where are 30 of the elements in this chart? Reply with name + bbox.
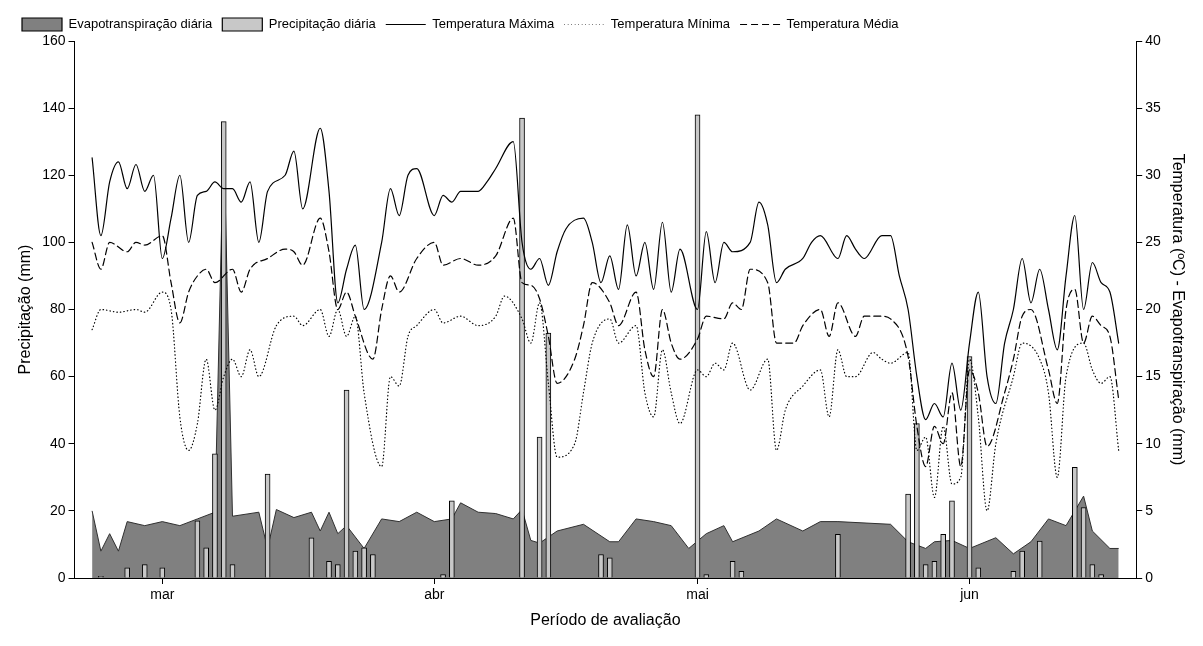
y2-tick-label: 20	[1145, 300, 1162, 317]
x-tick-label: abr	[424, 586, 445, 603]
legend-label: Temperatura Máxima	[432, 16, 556, 32]
y-tick-label: 60	[49, 367, 66, 384]
y2-axis-title: Temperatura (ºC) - Evapotranspiração (mm)	[1169, 153, 1187, 466]
y-tick-label: 20	[49, 501, 66, 518]
y-tick-label: 40	[49, 434, 66, 451]
y2-tick-label: 30	[1145, 166, 1162, 183]
y-tick-label: 160	[42, 31, 66, 48]
legend-label: Precipitação diária	[268, 16, 377, 32]
x-tick-label: mai	[686, 586, 709, 603]
legend-label: Evapotranspiração diária	[68, 16, 214, 32]
x-tick-label: jun	[959, 586, 979, 603]
legend-label: Temperatura Mínima	[610, 16, 731, 32]
legend-label: Temperatura Média	[786, 16, 900, 32]
y2-tick-label: 5	[1145, 501, 1154, 518]
x-tick-label: mar	[150, 586, 175, 603]
y-tick-label: 80	[49, 300, 66, 317]
y-tick-label: 120	[42, 166, 66, 183]
y2-tick-label: 40	[1145, 31, 1162, 48]
y2-tick-label: 25	[1145, 233, 1162, 250]
y-tick-label: 0	[57, 568, 66, 585]
y2-tick-label: 35	[1145, 98, 1162, 115]
y2-tick-label: 10	[1145, 434, 1162, 451]
x-axis-title: Período de avaliação	[530, 610, 681, 628]
y-tick-label: 140	[42, 98, 66, 115]
y2-tick-label: 15	[1145, 367, 1162, 384]
y-axis-title: Precipitação (mm)	[16, 244, 34, 375]
y-tick-label: 100	[42, 233, 66, 250]
y2-tick-label: 0	[1145, 568, 1154, 585]
